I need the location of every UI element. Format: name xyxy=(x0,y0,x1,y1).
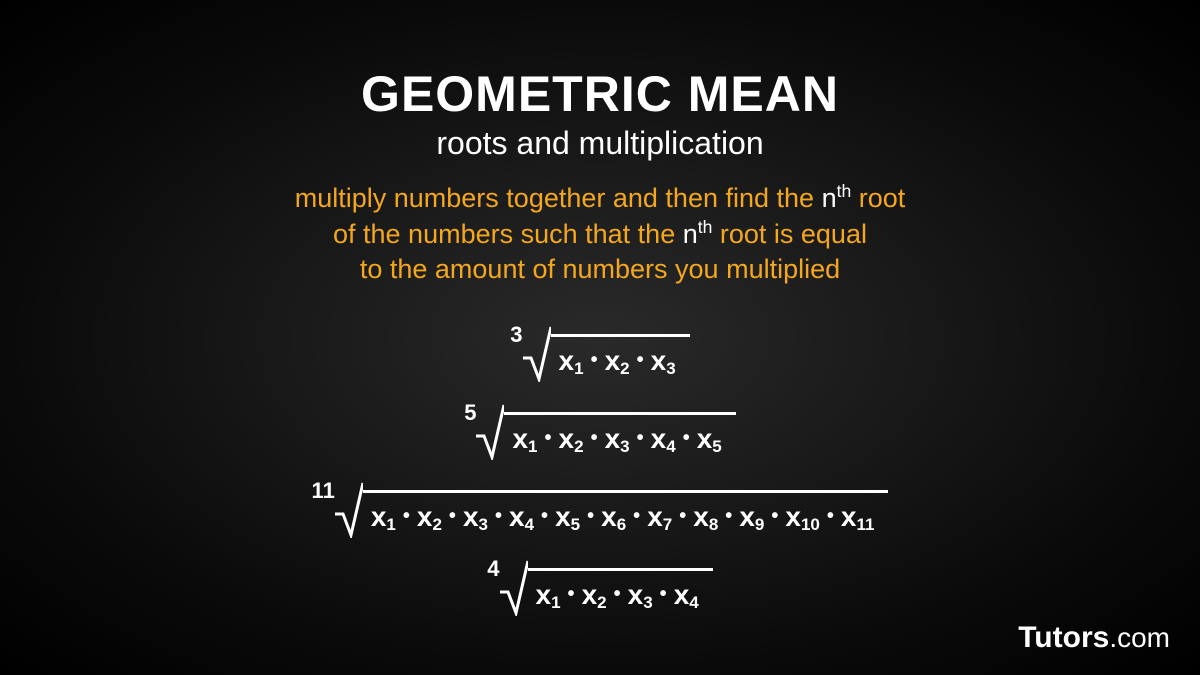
desc-line1-post: root xyxy=(851,183,905,213)
multiply-dot: • xyxy=(607,583,628,606)
root-expression: 4x1•x2•x3•x4 xyxy=(487,556,712,616)
variable-x: x xyxy=(512,423,528,455)
root-index: 11 xyxy=(312,478,335,504)
nth-highlight-2: nth xyxy=(683,219,713,249)
multiply-dot: • xyxy=(672,505,693,528)
multiply-dot: • xyxy=(584,349,605,372)
multiply-dot: • xyxy=(718,505,739,528)
multiply-dot: • xyxy=(488,505,509,528)
formulas-block: 3x1•x2•x35x1•x2•x3•x4•x511x1•x2•x3•x4•x5… xyxy=(312,322,889,616)
subscript: 1 xyxy=(386,515,395,535)
variable-x: x xyxy=(739,501,755,533)
variable-x: x xyxy=(841,501,857,533)
radicand: x1•x2•x3•x4•x5•x6•x7•x8•x9•x10•x11 xyxy=(363,490,889,538)
variable-x: x xyxy=(559,345,575,377)
variable-x: x xyxy=(582,579,598,611)
root-expression: 11x1•x2•x3•x4•x5•x6•x7•x8•x9•x10•x11 xyxy=(312,478,889,538)
description-text: multiply numbers together and then find … xyxy=(295,180,906,287)
multiply-dot: • xyxy=(396,505,417,528)
subscript: 10 xyxy=(801,515,820,535)
multiply-dot: • xyxy=(820,505,841,528)
desc-line2-pre: of the numbers such that the xyxy=(333,219,683,249)
desc-line1-pre: multiply numbers together and then find … xyxy=(295,183,822,213)
radical-icon xyxy=(333,480,363,538)
watermark: Tutors.com xyxy=(1018,621,1170,655)
multiply-dot: • xyxy=(676,427,697,450)
subscript: 3 xyxy=(479,515,488,535)
subscript: 2 xyxy=(620,359,629,379)
variable-x: x xyxy=(417,501,433,533)
subtitle: roots and multiplication xyxy=(436,125,763,162)
multiply-dot: • xyxy=(534,505,555,528)
subscript: 5 xyxy=(571,515,580,535)
subscript: 2 xyxy=(597,593,606,613)
variable-x: x xyxy=(371,501,387,533)
subscript: 1 xyxy=(574,359,583,379)
subscript: 2 xyxy=(574,437,583,457)
variable-x: x xyxy=(601,501,617,533)
radical-icon xyxy=(474,402,504,460)
desc-line2-post: root is equal xyxy=(712,219,867,249)
multiply-dot: • xyxy=(580,505,601,528)
variable-x: x xyxy=(674,579,690,611)
multiply-dot: • xyxy=(584,427,605,450)
radicand: x1•x2•x3•x4•x5 xyxy=(504,412,735,460)
subscript: 8 xyxy=(709,515,718,535)
variable-x: x xyxy=(605,423,621,455)
subscript: 11 xyxy=(856,515,874,535)
variable-x: x xyxy=(536,579,552,611)
subscript: 2 xyxy=(432,515,441,535)
radicand: x1•x2•x3•x4 xyxy=(528,568,713,616)
subscript: 3 xyxy=(620,437,629,457)
subscript: 5 xyxy=(712,437,721,457)
multiply-dot: • xyxy=(630,427,651,450)
subscript: 1 xyxy=(528,437,537,457)
radicand: x1•x2•x3 xyxy=(551,334,690,382)
variable-x: x xyxy=(785,501,801,533)
multiply-dot: • xyxy=(630,349,651,372)
subscript: 4 xyxy=(689,593,698,613)
multiply-dot: • xyxy=(538,427,559,450)
root-expression: 3x1•x2•x3 xyxy=(510,322,689,382)
variable-x: x xyxy=(509,501,525,533)
slide-container: GEOMETRIC MEAN roots and multiplication … xyxy=(0,0,1200,675)
variable-x: x xyxy=(693,501,709,533)
watermark-brand: Tutors xyxy=(1018,621,1109,654)
root-expression: 5x1•x2•x3•x4•x5 xyxy=(464,400,736,460)
variable-x: x xyxy=(605,345,621,377)
variable-x: x xyxy=(559,423,575,455)
subscript: 9 xyxy=(755,515,764,535)
multiply-dot: • xyxy=(442,505,463,528)
variable-x: x xyxy=(651,345,667,377)
subscript: 4 xyxy=(525,515,534,535)
variable-x: x xyxy=(697,423,713,455)
subscript: 1 xyxy=(551,593,560,613)
subscript: 4 xyxy=(666,437,675,457)
radical-icon xyxy=(498,558,528,616)
nth-highlight-1: nth xyxy=(822,183,852,213)
variable-x: x xyxy=(647,501,663,533)
subscript: 3 xyxy=(643,593,652,613)
desc-line3: to the amount of numbers you multiplied xyxy=(360,254,840,284)
main-title: GEOMETRIC MEAN xyxy=(361,65,839,123)
watermark-suffix: .com xyxy=(1109,622,1170,653)
variable-x: x xyxy=(628,579,644,611)
multiply-dot: • xyxy=(561,583,582,606)
multiply-dot: • xyxy=(626,505,647,528)
subscript: 3 xyxy=(666,359,675,379)
variable-x: x xyxy=(651,423,667,455)
variable-x: x xyxy=(555,501,571,533)
subscript: 6 xyxy=(617,515,626,535)
multiply-dot: • xyxy=(764,505,785,528)
radical-icon xyxy=(521,324,551,382)
variable-x: x xyxy=(463,501,479,533)
multiply-dot: • xyxy=(653,583,674,606)
subscript: 7 xyxy=(663,515,672,535)
